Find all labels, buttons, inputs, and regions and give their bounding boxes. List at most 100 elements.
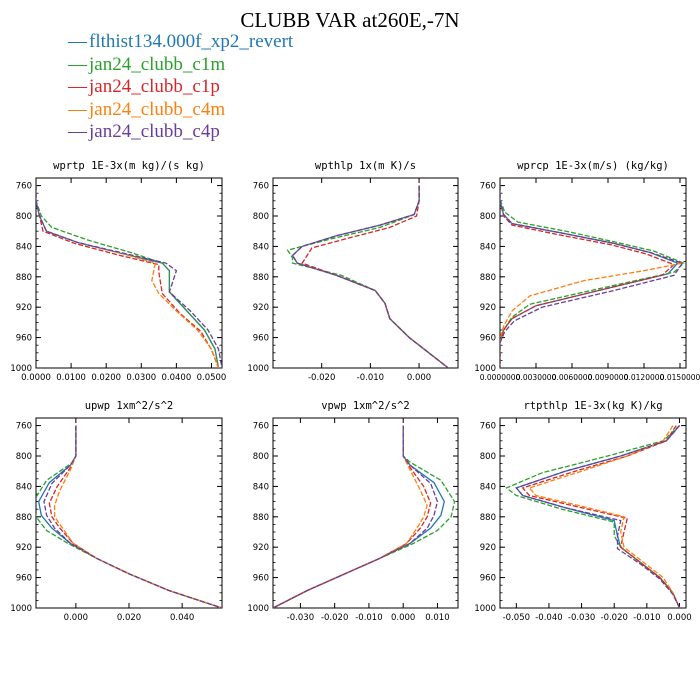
plot-frame xyxy=(499,177,687,369)
y-tick-label: 760 xyxy=(16,422,32,432)
panel-title: upwp 1xm^2/s^2 xyxy=(85,400,174,412)
legend-label: jan24_clubb_c4m xyxy=(89,98,226,120)
legend-label: flthist134.000f_xp2_revert xyxy=(89,31,294,52)
x-tick-label: 0.0150000 xyxy=(660,373,700,382)
legend-swatch: — xyxy=(68,53,87,75)
y-tick-label: 1000 xyxy=(474,364,496,374)
plot-frame xyxy=(35,417,223,609)
series-line xyxy=(521,425,681,608)
series-line xyxy=(36,185,220,368)
y-tick-label: 760 xyxy=(480,422,496,432)
series-line xyxy=(36,185,220,368)
series-line xyxy=(36,185,220,368)
panel-title: rtpthlp 1E-3x(kg K)/kg xyxy=(523,400,662,412)
x-tick-label: 0.010 xyxy=(425,613,449,623)
series-line xyxy=(53,425,222,608)
y-tick-label: 800 xyxy=(253,212,269,222)
series-line xyxy=(505,425,681,608)
y-tick-label: 880 xyxy=(480,513,496,523)
y-tick-label: 920 xyxy=(253,303,269,313)
y-tick-label: 880 xyxy=(16,513,32,523)
y-tick-label: 1000 xyxy=(247,604,269,614)
x-tick-label: 0.0090000 xyxy=(588,373,629,382)
panel-title: vpwp 1xm^2/s^2 xyxy=(321,400,410,412)
series-line xyxy=(291,185,449,368)
series-line xyxy=(273,425,456,608)
series-line xyxy=(273,425,432,608)
y-tick-label: 760 xyxy=(253,182,269,192)
x-tick-label: -0.010 xyxy=(633,613,660,623)
y-tick-label: 920 xyxy=(253,543,269,553)
y-tick-label: 920 xyxy=(480,543,496,553)
x-tick-label: 0.000 xyxy=(407,373,431,383)
series-line xyxy=(515,425,681,608)
legend-item: — jan24_clubb_c4p xyxy=(68,121,293,144)
y-tick-label: 840 xyxy=(253,242,269,252)
series-line xyxy=(515,425,681,608)
y-tick-label: 960 xyxy=(16,574,32,584)
legend-label: jan24_clubb_c1p xyxy=(89,76,220,97)
y-tick-label: 920 xyxy=(16,303,32,313)
y-tick-label: 960 xyxy=(16,334,32,344)
y-tick-label: 960 xyxy=(253,574,269,584)
series-line xyxy=(500,185,684,368)
y-tick-label: 1000 xyxy=(10,364,32,374)
x-tick-label: 0.0060000 xyxy=(552,373,593,382)
x-tick-label: 0.000 xyxy=(64,613,88,623)
x-tick-label: 0.0300 xyxy=(126,373,156,383)
y-tick-label: 920 xyxy=(480,303,496,313)
y-tick-label: 880 xyxy=(16,273,32,283)
panel-title: wprcp 1E-3x(m/s) (kg/kg) xyxy=(517,160,669,172)
x-tick-label: 0.0500 xyxy=(197,373,227,383)
series-line xyxy=(43,425,222,608)
series-line xyxy=(528,425,681,608)
x-tick-label: -0.020 xyxy=(601,613,628,623)
y-tick-label: 960 xyxy=(480,574,496,584)
x-tick-label: -0.050 xyxy=(503,613,530,623)
page-title: CLUBB VAR at260E,-7N xyxy=(240,8,460,32)
legend: — flthist134.000f_xp2_revert — jan24_clubb… xyxy=(68,31,293,144)
x-tick-label: -0.030 xyxy=(287,613,314,623)
y-tick-label: 840 xyxy=(16,242,32,252)
plot-frame xyxy=(272,417,459,609)
x-tick-label: -0.020 xyxy=(321,613,348,623)
x-tick-label: 0.020 xyxy=(117,613,141,623)
y-tick-label: 960 xyxy=(480,334,496,344)
x-tick-label: 0.000 xyxy=(667,613,691,623)
series-line xyxy=(273,425,428,608)
x-tick-label: 0.0000 xyxy=(21,373,51,383)
series-line xyxy=(38,425,222,608)
x-tick-label: -0.040 xyxy=(535,613,562,623)
plot-frame xyxy=(35,177,223,369)
y-tick-label: 800 xyxy=(16,452,32,462)
y-tick-label: 960 xyxy=(253,334,269,344)
chart-panel: wprtp 1E-3x(m kg)/(s kg) 760 800 840 880 920 9… xyxy=(10,160,226,383)
y-tick-label: 840 xyxy=(253,482,269,492)
y-tick-label: 1000 xyxy=(10,604,32,614)
series-line xyxy=(36,425,222,608)
chart-panel: vpwp 1xm^2/s^2 760 800 840 880 920 960 1000 -0.0… xyxy=(247,400,459,623)
y-tick-label: 880 xyxy=(253,273,269,283)
legend-item: — jan24_clubb_c4m xyxy=(68,99,293,122)
series-line xyxy=(291,185,449,368)
plot-frame xyxy=(272,177,459,369)
x-tick-label: -0.020 xyxy=(308,373,335,383)
x-tick-label: 0.0120000 xyxy=(624,373,665,382)
legend-item: — flthist134.000f_xp2_revert xyxy=(68,31,293,54)
x-tick-label: 0.0200 xyxy=(91,373,121,383)
y-tick-label: 840 xyxy=(480,242,496,252)
x-tick-label: 0.000 xyxy=(391,613,415,623)
y-tick-label: 760 xyxy=(253,422,269,432)
x-tick-label: -0.030 xyxy=(568,613,595,623)
y-tick-label: 840 xyxy=(16,482,32,492)
y-tick-label: 920 xyxy=(16,543,32,553)
y-tick-label: 800 xyxy=(253,452,269,462)
y-tick-label: 880 xyxy=(480,273,496,283)
x-tick-label: 0.0030000 xyxy=(516,373,557,382)
x-tick-label: 0.0100 xyxy=(56,373,86,383)
x-tick-label: -0.010 xyxy=(355,613,382,623)
series-line xyxy=(36,185,222,368)
plot-frame xyxy=(499,417,687,609)
x-tick-label: -0.010 xyxy=(357,373,384,383)
